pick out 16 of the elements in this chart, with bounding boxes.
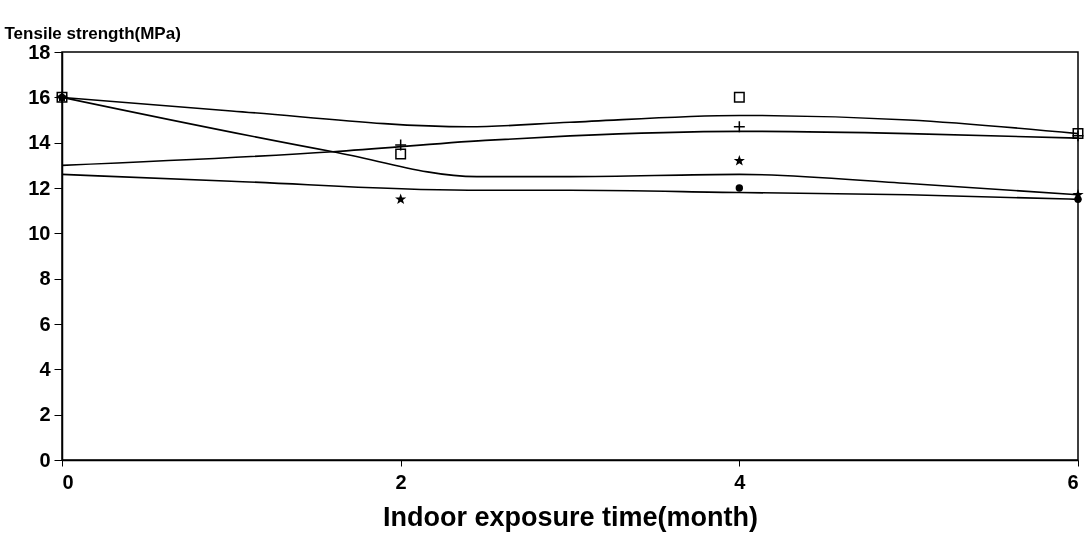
x-tick-label: 0 — [62, 470, 74, 493]
y-axis-title: Tensile strength(MPa) — [4, 23, 181, 43]
x-tick-label: 4 — [734, 470, 747, 493]
y-tick-label: 0 — [39, 448, 51, 471]
x-tick-label: 6 — [1067, 470, 1079, 493]
y-tick-label: 18 — [28, 40, 51, 63]
y-tick-label: 10 — [28, 221, 51, 244]
y-tick-label: 12 — [28, 176, 51, 199]
y-tick-label: 6 — [39, 312, 51, 335]
x-tick-label: 2 — [395, 470, 407, 493]
y-tick-label: 2 — [39, 403, 51, 426]
y-tick-label: 14 — [28, 131, 52, 154]
y-tick-label: 4 — [39, 357, 52, 380]
x-axis-title: Indoor exposure time(month) — [382, 501, 759, 532]
y-tick-label: 8 — [39, 267, 51, 290]
y-tick-label: 16 — [28, 85, 51, 108]
